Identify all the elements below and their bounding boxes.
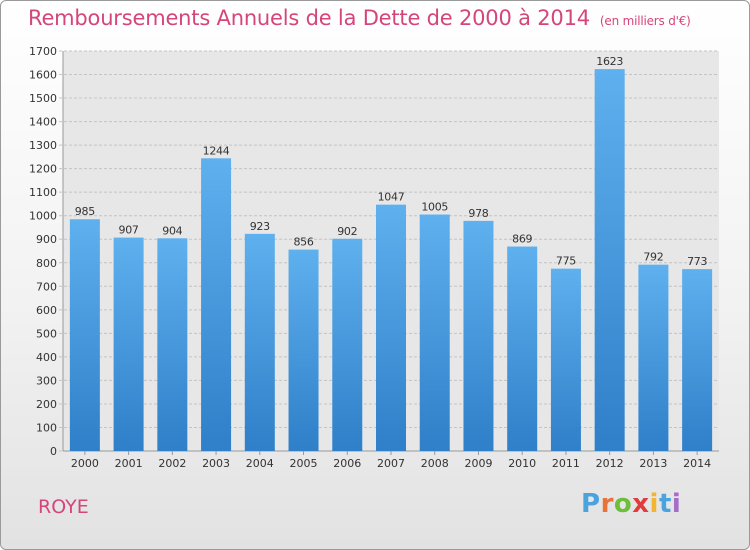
y-tick-label: 900 [36,233,57,246]
logo-letter: t [658,489,672,519]
chart-title: Remboursements Annuels de la Dette de 20… [28,6,691,30]
bar-2014 [682,269,713,451]
data-label: 923 [250,220,270,233]
y-tick-label: 300 [36,374,57,387]
bar-2013 [638,264,669,451]
y-tick-label: 1500 [29,92,57,105]
y-tick-label: 1200 [29,163,57,176]
y-tick-label: 100 [36,421,57,434]
bar-2008 [419,214,450,451]
x-tick-label: 2000 [71,457,99,470]
data-label: 1047 [378,191,405,204]
bar-2000 [69,219,100,451]
x-tick-label: 2011 [552,457,580,470]
y-tick-label: 200 [36,398,57,411]
x-tick-label: 2006 [333,457,361,470]
logo-letter: i [649,489,659,519]
x-tick-label: 2010 [508,457,536,470]
y-tick-label: 500 [36,327,57,340]
logo-letter: P [581,489,601,519]
bar-2012 [594,69,625,451]
city-name: ROYE [38,496,89,518]
data-label: 907 [119,224,139,237]
data-label: 1005 [421,201,448,214]
y-tick-label: 800 [36,257,57,270]
x-tick-label: 2001 [115,457,143,470]
bar-2010 [507,246,538,451]
x-tick-label: 2007 [377,457,405,470]
bar-2011 [550,268,581,451]
y-tick-label: 1000 [29,210,57,223]
data-label: 1623 [596,55,623,68]
data-label: 1244 [203,144,230,157]
data-label: 985 [75,205,95,218]
y-tick-label: 1600 [29,69,57,82]
y-tick-label: 1700 [29,45,57,58]
data-label: 978 [468,207,488,220]
x-tick-label: 2004 [246,457,274,470]
data-label: 869 [512,233,532,246]
x-tick-label: 2014 [683,457,711,470]
logo-letter: x [632,489,650,519]
data-label: 902 [337,225,357,238]
bar-2004 [244,233,275,451]
y-tick-label: 400 [36,351,57,364]
y-tick-label: 600 [36,304,57,317]
x-tick-label: 2008 [421,457,449,470]
data-label: 904 [162,224,182,237]
chart-title-text: Remboursements Annuels de la Dette de 20… [28,6,590,30]
y-tick-label: 700 [36,280,57,293]
y-tick-label: 1400 [29,116,57,129]
logo-letter: i [671,489,682,519]
x-tick-label: 2005 [290,457,318,470]
data-label: 856 [293,236,313,249]
x-tick-label: 2003 [202,457,230,470]
logo-letter: r [600,489,614,519]
bar-2005 [288,249,319,451]
data-label: 775 [556,255,576,268]
x-tick-label: 2012 [596,457,624,470]
data-label: 773 [687,255,707,268]
data-label: 792 [643,251,663,264]
proxiti-logo: Proxiti [581,489,681,519]
bar-2002 [157,238,188,451]
bar-2001 [113,237,144,451]
y-tick-label: 1100 [29,186,57,199]
x-tick-label: 2009 [464,457,492,470]
bar-2003 [201,158,232,451]
logo-letter: o [613,489,633,519]
y-tick-label: 1300 [29,139,57,152]
chart-subtitle: (en milliers d'€) [599,14,691,28]
x-tick-label: 2002 [158,457,186,470]
bar-2006 [332,238,363,451]
x-tick-label: 2013 [639,457,667,470]
bar-2007 [376,204,406,451]
y-tick-label: 0 [50,445,57,458]
bar-2009 [463,220,494,451]
